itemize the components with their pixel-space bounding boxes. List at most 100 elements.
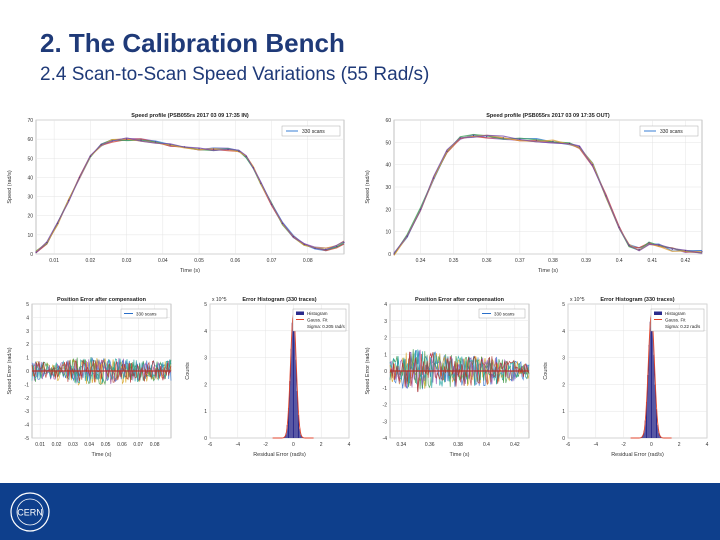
data-point	[459, 137, 461, 139]
data-point	[535, 139, 538, 141]
slide-title: 2. The Calibration Bench	[40, 28, 345, 58]
chart-title: Position Error after compensation	[415, 297, 505, 303]
series-line	[393, 134, 703, 254]
x-tick-label: 0.02	[52, 442, 62, 448]
chart-title: Position Error after compensation	[57, 297, 147, 303]
data-point	[281, 222, 283, 224]
x-tick-label: 0.03	[68, 442, 78, 448]
data-point	[292, 236, 294, 238]
x-axis-label: Time (s)	[450, 452, 470, 458]
data-point	[568, 142, 571, 145]
y-axis-label: Counts	[543, 362, 549, 380]
histogram-bar	[654, 384, 656, 438]
data-point	[245, 155, 247, 157]
y-tick-label: 40	[27, 175, 33, 181]
legend-box	[281, 125, 341, 137]
data-point	[198, 148, 200, 150]
x-tick-label: 0.03	[122, 258, 132, 264]
histogram-bar	[644, 420, 646, 438]
data-point	[628, 244, 630, 246]
x-tick-label: 0.35	[449, 258, 459, 264]
x-tick-label: -4	[594, 442, 599, 448]
histogram-bar	[299, 428, 301, 438]
data-point	[578, 146, 581, 148]
y-tick-label: 4	[204, 329, 207, 335]
speed-out-chart: 0 10 20 30 40 50 60 0.34 0.35 0.36 0.37 0.38 0.39 0.4…	[365, 113, 703, 274]
y-tick-label: 0	[30, 252, 33, 258]
legend-swatch	[654, 311, 662, 315]
slide-subtitle: 2.4 Scan-to-Scan Speed Variations (55 Ra…	[40, 64, 430, 85]
y-tick-label: 4	[26, 315, 29, 321]
legend-label: 330 scans	[494, 312, 515, 317]
footer-bar	[0, 483, 720, 540]
x-tick-label: 0.37	[515, 258, 525, 264]
x-tick-label: 0.41	[647, 258, 657, 264]
x-tick-label: 0.06	[230, 258, 240, 264]
y-tick-label: 70	[27, 118, 33, 124]
data-point	[638, 248, 640, 251]
y-tick-label: 30	[27, 195, 33, 201]
data-point	[270, 203, 273, 205]
histogram-bar	[291, 322, 293, 438]
y-axis-label: Speed (rad/s)	[365, 170, 371, 203]
legend-label: 330 scans	[660, 129, 683, 135]
y-tick-label: -3	[383, 419, 388, 425]
y-tick-label: 60	[27, 137, 33, 143]
histogram-bar	[285, 433, 287, 438]
data-point	[89, 155, 91, 157]
data-point	[325, 248, 327, 250]
histogram-bar	[659, 436, 661, 438]
y-tick-label: 4	[384, 302, 387, 308]
y-tick-label: -2	[25, 396, 30, 402]
y-axis-label: Speed (rad/s)	[7, 170, 13, 203]
histogram-bar	[286, 425, 288, 438]
histogram-bar	[655, 409, 658, 438]
speed-in-chart: 0 10 20 30 40 50 60 70 0.01 0.02 0.03 0.04 0.05 0.06 0…	[7, 113, 345, 274]
histogram-bar	[289, 381, 291, 438]
y-tick-label: -4	[25, 423, 30, 429]
x-axis-label: Time (s)	[180, 268, 200, 274]
data-point	[605, 195, 607, 197]
x-tick-label: 0.04	[158, 258, 168, 264]
histogram-bar	[290, 348, 292, 438]
histogram-bar	[642, 435, 644, 438]
error-histogram-out-chart: 0 1 2 3 4 5 -6 -4 -2 0 2 4 Error Histogram (330 trac…	[543, 297, 709, 458]
data-point	[46, 241, 48, 244]
data-point	[183, 146, 186, 148]
x-axis-label: Time (s)	[92, 452, 112, 458]
y-tick-label: -4	[383, 436, 388, 442]
data-point	[486, 136, 488, 138]
y-tick-label: 0	[388, 252, 391, 258]
y-axis-label: Speed Error (rad/s)	[7, 347, 13, 394]
data-point	[336, 245, 338, 247]
data-point	[406, 235, 408, 237]
x-tick-label: 0.42	[681, 258, 691, 264]
data-point	[35, 251, 37, 253]
x-tick-label: 0.4	[483, 442, 490, 448]
x-tick-label: -6	[566, 442, 571, 448]
error-histogram-in-chart: 0 1 2 3 4 5 -6 -4 -2 0 2 4 Error Histogram (330 trac…	[185, 297, 351, 458]
data-point	[169, 144, 171, 146]
x-tick-label: 0.07	[133, 442, 143, 448]
x-tick-label: 0	[292, 442, 295, 448]
x-tick-label: 0.07	[267, 258, 277, 264]
x-tick-label: 2	[678, 442, 681, 448]
data-point	[100, 144, 102, 146]
y-tick-label: 1	[384, 352, 387, 358]
histogram-bar	[643, 430, 645, 438]
data-point	[154, 141, 157, 143]
x-tick-label: -4	[236, 442, 241, 448]
histogram-bar	[292, 315, 295, 438]
data-point	[393, 253, 395, 255]
x-tick-label: 0.06	[117, 442, 127, 448]
y-tick-label: -1	[25, 382, 30, 388]
histogram-bar	[295, 359, 297, 438]
y-tick-label: -2	[383, 403, 388, 409]
y-tick-label: 0	[26, 369, 29, 375]
y-tick-label: 3	[562, 356, 565, 362]
y-tick-label: -5	[25, 436, 30, 442]
y-tick-label: 40	[385, 163, 391, 169]
histogram-bar	[287, 408, 290, 438]
y-tick-label: 3	[204, 356, 207, 362]
histogram-bar	[649, 321, 651, 438]
